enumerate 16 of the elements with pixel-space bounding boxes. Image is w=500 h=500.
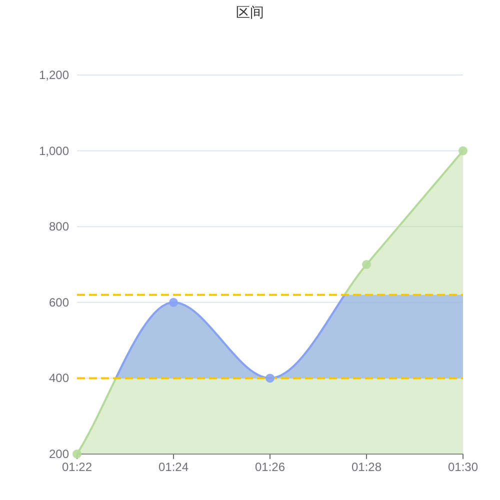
x-tick-label: 01:24 (158, 460, 189, 474)
y-tick-label: 400 (48, 371, 70, 386)
x-tick-label: 01:22 (62, 460, 92, 474)
y-tick-label: 1,000 (38, 144, 70, 158)
x-tick-label: 01:28 (351, 460, 382, 474)
y-tick-label: 1,200 (38, 68, 70, 82)
point (362, 260, 371, 269)
x-tick-label: 01:30 (448, 460, 478, 474)
point (458, 146, 468, 156)
y-tick-label: 200 (48, 447, 70, 461)
chart-title: 区间 (236, 4, 264, 20)
point (169, 298, 178, 307)
x-tick-label: 01:26 (254, 460, 286, 474)
y-tick-label: 800 (48, 220, 70, 234)
y-tick-label: 600 (48, 295, 70, 310)
point (266, 374, 274, 383)
